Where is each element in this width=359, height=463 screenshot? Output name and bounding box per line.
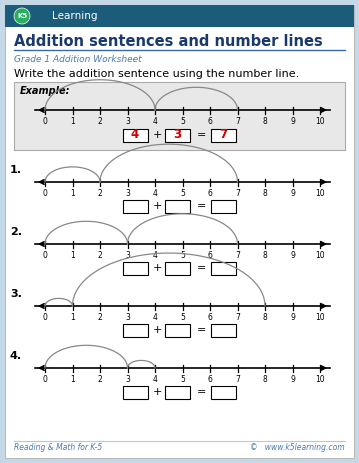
Text: 1: 1 bbox=[70, 313, 75, 322]
Text: 4: 4 bbox=[153, 375, 158, 384]
Text: Write the addition sentence using the number line.: Write the addition sentence using the nu… bbox=[14, 69, 299, 79]
Text: 2: 2 bbox=[98, 375, 102, 384]
Text: =: = bbox=[196, 201, 206, 211]
Bar bbox=[122, 324, 148, 337]
Text: K5: K5 bbox=[17, 13, 27, 19]
Text: +: + bbox=[152, 130, 162, 140]
Text: 4: 4 bbox=[153, 251, 158, 260]
Text: 6: 6 bbox=[208, 313, 213, 322]
Text: =: = bbox=[196, 130, 206, 140]
Bar bbox=[210, 386, 236, 399]
Text: 4: 4 bbox=[153, 189, 158, 198]
Text: 7: 7 bbox=[235, 251, 240, 260]
Text: 5: 5 bbox=[180, 251, 185, 260]
Text: +: + bbox=[152, 387, 162, 397]
Bar bbox=[164, 200, 190, 213]
Bar bbox=[14, 82, 345, 150]
Text: 7: 7 bbox=[235, 313, 240, 322]
Text: 9: 9 bbox=[290, 117, 295, 126]
Text: 7: 7 bbox=[235, 375, 240, 384]
Text: 2: 2 bbox=[98, 117, 102, 126]
Text: =: = bbox=[196, 387, 206, 397]
Circle shape bbox=[14, 8, 30, 24]
Text: 7: 7 bbox=[235, 117, 240, 126]
Text: ©   www.k5learning.com: © www.k5learning.com bbox=[250, 443, 345, 451]
Text: 9: 9 bbox=[290, 375, 295, 384]
Text: 1: 1 bbox=[70, 117, 75, 126]
Text: 5: 5 bbox=[180, 313, 185, 322]
Text: 8: 8 bbox=[263, 375, 267, 384]
Text: 6: 6 bbox=[208, 375, 213, 384]
Bar bbox=[164, 386, 190, 399]
Bar bbox=[210, 324, 236, 337]
Text: 9: 9 bbox=[290, 189, 295, 198]
Text: 6: 6 bbox=[208, 117, 213, 126]
Text: 1.: 1. bbox=[10, 165, 22, 175]
Bar bbox=[164, 262, 190, 275]
Text: 4.: 4. bbox=[10, 351, 22, 361]
Text: 8: 8 bbox=[263, 313, 267, 322]
Text: 3: 3 bbox=[125, 189, 130, 198]
Text: 3: 3 bbox=[173, 129, 181, 142]
Text: 10: 10 bbox=[315, 117, 325, 126]
Bar bbox=[210, 200, 236, 213]
Text: 2: 2 bbox=[98, 313, 102, 322]
Text: 0: 0 bbox=[43, 375, 47, 384]
Bar bbox=[164, 129, 190, 142]
Text: 1: 1 bbox=[70, 189, 75, 198]
Text: 7: 7 bbox=[219, 129, 227, 142]
Text: 6: 6 bbox=[208, 189, 213, 198]
Text: 9: 9 bbox=[290, 313, 295, 322]
Text: 3: 3 bbox=[125, 375, 130, 384]
Text: 9: 9 bbox=[290, 251, 295, 260]
Text: 3.: 3. bbox=[10, 289, 22, 299]
Bar bbox=[164, 324, 190, 337]
Text: 4: 4 bbox=[153, 313, 158, 322]
Text: 10: 10 bbox=[315, 375, 325, 384]
Text: 5: 5 bbox=[180, 117, 185, 126]
Text: =: = bbox=[196, 263, 206, 273]
Text: 0: 0 bbox=[43, 313, 47, 322]
Text: 10: 10 bbox=[315, 251, 325, 260]
Bar bbox=[122, 129, 148, 142]
Text: 4: 4 bbox=[153, 117, 158, 126]
Text: 3: 3 bbox=[125, 313, 130, 322]
Text: 4: 4 bbox=[131, 129, 139, 142]
Text: 5: 5 bbox=[180, 189, 185, 198]
Text: 8: 8 bbox=[263, 251, 267, 260]
Text: 6: 6 bbox=[208, 251, 213, 260]
Text: 5: 5 bbox=[180, 375, 185, 384]
Text: 2: 2 bbox=[98, 189, 102, 198]
Text: Example:: Example: bbox=[20, 86, 70, 96]
Text: Addition sentences and number lines: Addition sentences and number lines bbox=[14, 35, 323, 50]
Text: 0: 0 bbox=[43, 251, 47, 260]
Text: 0: 0 bbox=[43, 189, 47, 198]
Text: 3: 3 bbox=[125, 117, 130, 126]
Text: +: + bbox=[152, 325, 162, 335]
Bar bbox=[210, 262, 236, 275]
Text: 8: 8 bbox=[263, 189, 267, 198]
Text: 7: 7 bbox=[235, 189, 240, 198]
Text: +: + bbox=[152, 263, 162, 273]
Text: 10: 10 bbox=[315, 189, 325, 198]
Text: Grade 1 Addition Worksheet: Grade 1 Addition Worksheet bbox=[14, 55, 141, 63]
Text: 8: 8 bbox=[263, 117, 267, 126]
Bar bbox=[122, 200, 148, 213]
Text: Learning: Learning bbox=[52, 11, 98, 21]
Text: +: + bbox=[152, 201, 162, 211]
Text: 3: 3 bbox=[125, 251, 130, 260]
Text: =: = bbox=[196, 325, 206, 335]
Bar bbox=[122, 386, 148, 399]
Text: 1: 1 bbox=[70, 375, 75, 384]
Bar bbox=[122, 262, 148, 275]
Text: 1: 1 bbox=[70, 251, 75, 260]
Text: 2.: 2. bbox=[10, 227, 22, 237]
Text: 0: 0 bbox=[43, 117, 47, 126]
Text: Reading & Math for K-5: Reading & Math for K-5 bbox=[14, 443, 102, 451]
Bar bbox=[5, 5, 354, 27]
Bar bbox=[210, 129, 236, 142]
Text: 10: 10 bbox=[315, 313, 325, 322]
Text: 2: 2 bbox=[98, 251, 102, 260]
